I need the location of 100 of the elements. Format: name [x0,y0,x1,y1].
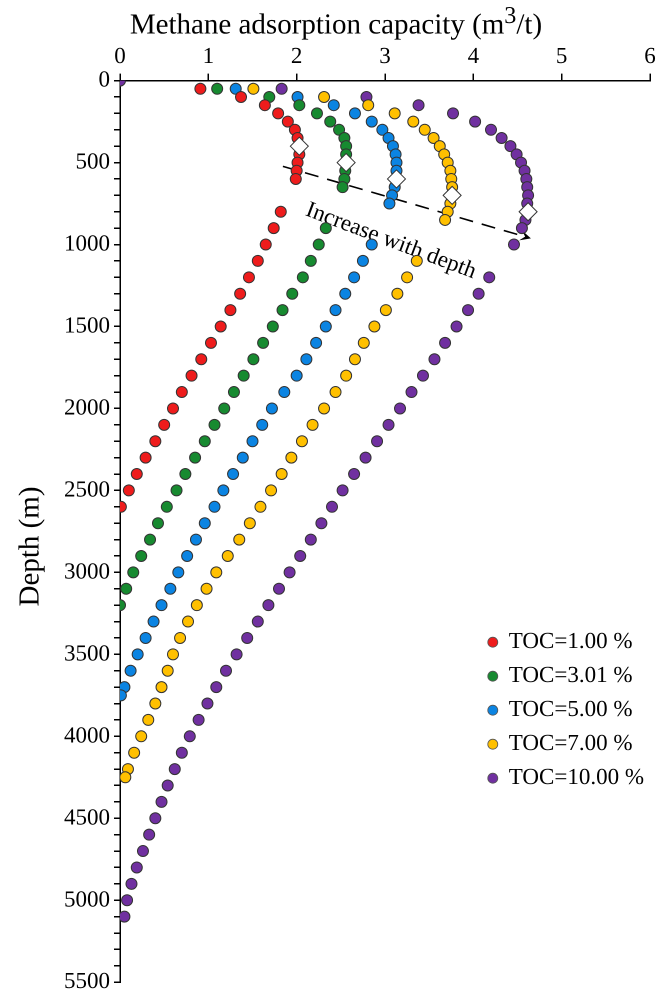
point [170,484,183,496]
point [516,222,528,234]
point [442,186,462,205]
point [380,304,392,316]
point [176,746,188,759]
point [362,99,374,112]
point [518,202,538,222]
point [406,386,418,398]
point [428,132,440,144]
point [162,664,174,677]
point [340,370,352,382]
point [391,288,404,300]
point [247,353,260,366]
point [135,550,148,562]
x-tick-label: 5 [556,42,568,68]
point [447,107,460,120]
point [210,566,222,578]
point [182,616,194,628]
point [407,116,420,128]
point [304,254,317,267]
point [198,517,211,530]
point [189,452,202,464]
point [143,828,156,841]
point [190,534,202,546]
point [496,132,508,144]
point [294,550,306,562]
x-tick-label: 3 [379,42,391,68]
point [273,582,285,595]
point [412,99,425,112]
point [508,238,520,251]
point [328,99,340,112]
point [320,320,332,332]
point [135,730,148,742]
point [315,517,328,530]
point [284,566,296,578]
point [144,534,156,546]
point [360,452,372,464]
y-tick-label: 3500 [64,640,110,666]
point [483,271,496,284]
point [174,632,186,644]
x-tick-label: 4 [468,42,480,68]
point [336,153,356,172]
point [257,336,270,349]
point [366,116,378,128]
point [274,206,287,218]
point [238,370,250,382]
x-tick-label: 6 [644,42,656,68]
point [149,698,162,710]
point [208,500,221,513]
point [416,370,429,382]
point [312,238,325,251]
point [160,500,173,513]
point [296,435,308,448]
point [252,616,264,628]
point [142,714,154,726]
point [282,116,294,128]
point [172,566,184,578]
point [318,402,330,414]
point [339,288,352,300]
point [348,468,360,480]
point [376,124,388,136]
point [149,812,162,824]
point [158,418,170,431]
point [348,107,361,120]
point [148,616,160,628]
point [208,418,221,431]
y-axis-title: Depth (m) [14,486,46,608]
point [252,254,264,267]
point [218,402,230,414]
point [469,116,482,128]
point [371,435,384,448]
point [190,599,203,612]
y-tick-label: 5500 [64,968,110,994]
point [318,90,330,103]
point [428,353,440,366]
point [242,271,255,284]
point [290,136,309,156]
y-tick-label: 4500 [64,804,110,830]
point [268,222,280,234]
point [192,714,205,726]
point [296,271,309,284]
point [247,82,260,95]
point [336,181,349,194]
point [383,198,396,210]
point [124,664,137,677]
legend-label: TOC=5.00 % [508,696,633,722]
point [136,845,149,858]
point [132,648,144,660]
annotation: Increase with depth [302,196,481,284]
point [310,107,323,120]
point [140,452,152,464]
point [200,582,213,595]
point [224,304,236,316]
point [211,82,224,95]
point [265,484,278,496]
point [156,796,168,808]
point [181,550,194,562]
y-tick-label: 500 [76,148,110,174]
point [149,435,162,448]
point [348,271,360,284]
